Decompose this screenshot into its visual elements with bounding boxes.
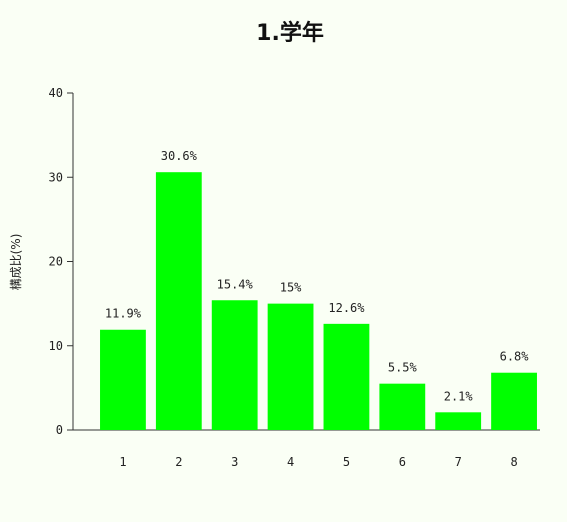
bar-8 (491, 372, 537, 430)
bar-value-label-4: 15% (280, 281, 302, 295)
x-tick-label-2: 2 (175, 455, 182, 469)
x-tick-label-4: 4 (287, 455, 294, 469)
bar-value-label-1: 11.9% (105, 307, 142, 321)
bars (100, 172, 537, 430)
y-tick-label: 30 (49, 170, 63, 184)
x-tick-label-5: 5 (343, 455, 350, 469)
bar-3 (211, 300, 258, 430)
bar-value-label-8: 6.8% (500, 350, 530, 364)
x-tick-label-6: 6 (399, 455, 406, 469)
bar-value-label-3: 15.4% (217, 277, 254, 291)
value-labels: 11.9% 30.6% 15.4% 15% 12.6% 5.5% 2.1% 6.8% (105, 149, 529, 403)
bar-6 (379, 383, 426, 430)
bar-value-label-5: 12.6% (328, 301, 365, 315)
bar-value-label-6: 5.5% (388, 361, 418, 375)
y-tick-label: 0 (56, 423, 63, 437)
x-tick-label-3: 3 (231, 455, 238, 469)
axes: 0 10 20 30 40 1 2 3 4 5 6 7 8 (49, 86, 540, 469)
bar-value-label-2: 30.6% (161, 149, 198, 163)
chart-title: 1.学年 (256, 20, 324, 46)
x-tick-label-1: 1 (119, 455, 126, 469)
bar-1 (100, 329, 146, 430)
bar-4 (267, 303, 314, 430)
bar-value-label-7: 2.1% (444, 389, 474, 403)
bar-2 (155, 172, 202, 430)
y-axis-label: 構成比(%) (9, 234, 23, 291)
x-tick-label-8: 8 (510, 455, 517, 469)
y-tick-label: 20 (49, 255, 63, 269)
x-tick-label-7: 7 (455, 455, 462, 469)
y-tick-label: 40 (49, 86, 63, 100)
y-tick-label: 10 (49, 339, 63, 353)
bar-5 (323, 323, 370, 430)
bar-7 (435, 412, 482, 430)
